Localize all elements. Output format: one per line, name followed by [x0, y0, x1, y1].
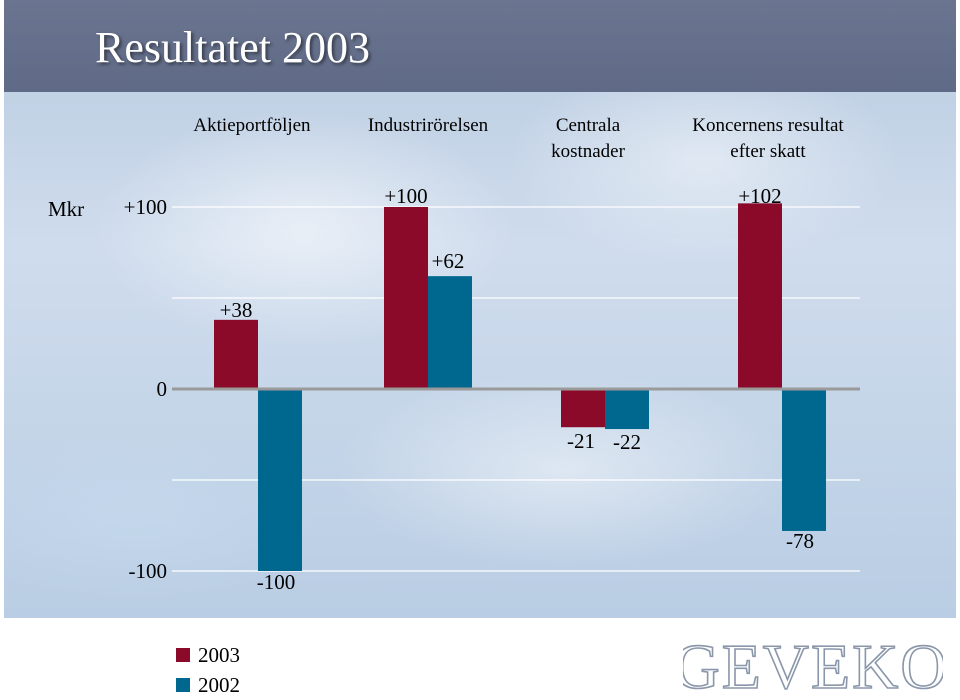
category-label: Centrala	[556, 115, 621, 136]
category-label: efter skatt	[730, 141, 806, 162]
legend-item-2003: 2003	[176, 640, 240, 670]
chart-legend: 2003 2002	[176, 640, 240, 700]
bar-2003-3	[738, 203, 782, 389]
category-label: kostnader	[551, 141, 626, 162]
legend-swatch-2002	[176, 678, 190, 692]
legend-label-2003: 2003	[198, 642, 240, 667]
legend-label-2002: 2002	[198, 672, 240, 697]
y-tick-label: 0	[157, 377, 168, 401]
svg-text:GEVEKO: GEVEKO	[683, 632, 943, 696]
category-label: Koncernens resultat	[692, 115, 844, 136]
category-label: Aktieportföljen	[193, 115, 311, 136]
data-label-2003-2: -21	[567, 429, 595, 453]
data-label-2002-1: +62	[432, 249, 465, 273]
bar-2002-2	[605, 389, 649, 430]
bar-2003-1	[384, 207, 428, 389]
title-bar	[4, 0, 956, 92]
bar-2002-1	[428, 276, 472, 389]
bar-2003-0	[214, 319, 258, 389]
data-label-2002-0: -100	[257, 570, 296, 594]
legend-swatch-2003	[176, 648, 190, 662]
data-label-2002-2: -22	[613, 430, 641, 454]
bar-2002-0	[258, 389, 302, 571]
bar-2003-2	[561, 389, 605, 428]
category-label: Industrirörelsen	[368, 115, 489, 136]
bar-2002-3	[782, 389, 826, 531]
data-label-2003-3: +102	[738, 184, 781, 208]
data-label-2003-1: +100	[384, 184, 427, 208]
y-tick-label: -100	[129, 559, 168, 583]
data-label-2003-0: +38	[220, 298, 253, 322]
y-tick-label: +100	[124, 195, 167, 219]
legend-item-2002: 2002	[176, 670, 240, 700]
slide-title: Resultatet 2003	[95, 23, 370, 72]
geveko-logo: GEVEKO	[683, 632, 943, 696]
y-axis-label: Mkr	[48, 197, 84, 221]
data-label-2002-3: -78	[786, 529, 814, 553]
